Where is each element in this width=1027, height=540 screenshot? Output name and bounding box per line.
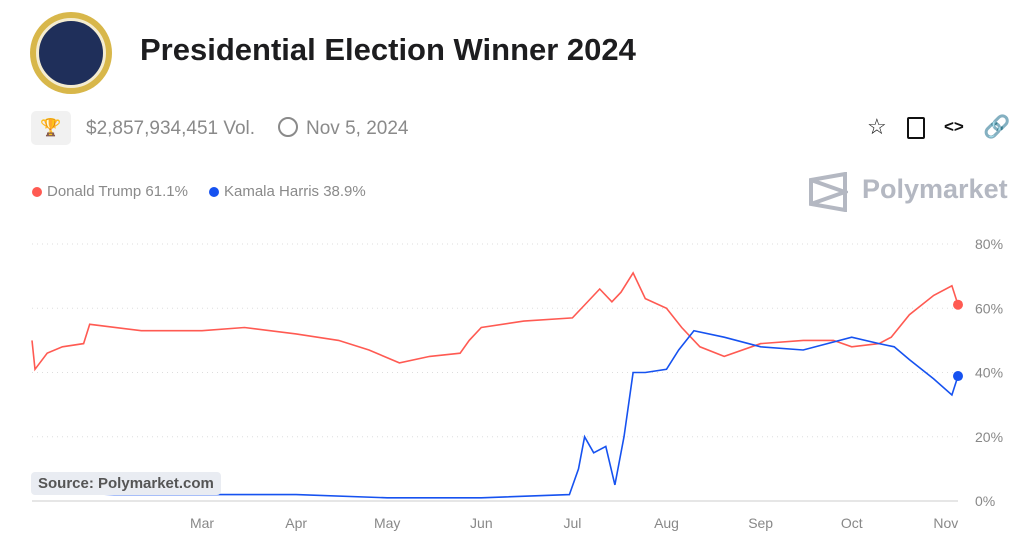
- link-icon[interactable]: 🔗: [983, 114, 1011, 139]
- legend-trump: Donald Trump 61.1%: [32, 183, 188, 200]
- volume: $2,857,934,451 Vol.: [86, 118, 256, 139]
- y-tick-label: 60%: [975, 300, 1003, 316]
- source-label: Source: Polymarket.com: [31, 472, 221, 495]
- code-icon[interactable]: <>: [944, 117, 964, 136]
- end-date: Nov 5, 2024: [306, 118, 409, 139]
- legend-label: Kamala Harris 38.9%: [224, 183, 366, 200]
- y-tick-label: 0%: [975, 493, 995, 509]
- legend-label: Donald Trump 61.1%: [47, 183, 188, 200]
- page-title: Presidential Election Winner 2024: [140, 32, 636, 67]
- series-line-trump: [31, 271, 959, 372]
- document-icon[interactable]: [907, 117, 925, 139]
- x-tick-label: Oct: [841, 515, 863, 531]
- x-tick-label: Mar: [190, 515, 214, 531]
- y-tick-label: 80%: [975, 236, 1003, 252]
- x-tick-label: Sep: [748, 515, 773, 531]
- polymarket-brand: Polymarket: [862, 174, 1008, 204]
- trophy-icon[interactable]: 🏆: [31, 111, 71, 145]
- series-end-dot: [953, 299, 963, 310]
- y-tick-label: 20%: [975, 429, 1003, 445]
- legend-harris: Kamala Harris 38.9%: [209, 183, 366, 200]
- series-line-harris: [31, 329, 959, 499]
- presidential-seal-logo: [30, 12, 112, 94]
- x-tick-label: Nov: [933, 515, 958, 531]
- polymarket-logo-icon: [809, 172, 848, 212]
- series-end-dot: [953, 371, 963, 382]
- x-tick-label: Apr: [285, 515, 307, 531]
- x-tick-label: Jul: [563, 515, 581, 531]
- y-tick-label: 40%: [975, 365, 1003, 381]
- x-tick-label: Aug: [654, 515, 679, 531]
- star-icon[interactable]: ☆: [867, 114, 887, 139]
- clock-icon: [278, 117, 298, 137]
- x-tick-label: Jun: [470, 515, 493, 531]
- x-tick-label: May: [374, 515, 400, 531]
